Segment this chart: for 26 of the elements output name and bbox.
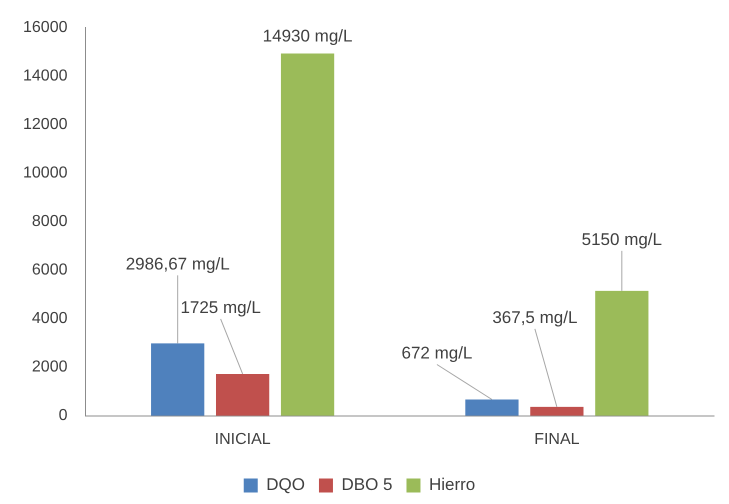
data-label: 2986,67 mg/L (126, 254, 230, 274)
bar (216, 374, 270, 416)
y-tick-label: 12000 (22, 116, 68, 134)
data-label: 367,5 mg/L (492, 308, 578, 328)
bar (151, 343, 204, 416)
bar (530, 406, 584, 416)
y-tick-label: 8000 (32, 213, 68, 230)
legend-label: Hierro (428, 475, 476, 494)
data-label: 672 mg/L (401, 344, 472, 363)
legend-label: DBO 5 (341, 475, 392, 494)
y-tick-label: 2000 (32, 358, 68, 376)
y-tick-label: 10000 (22, 164, 68, 182)
bar (595, 290, 648, 416)
y-tick-label: 0 (58, 407, 68, 424)
x-tick-label: INICIAL (214, 430, 271, 448)
data-label: 1725 mg/L (180, 298, 261, 318)
y-tick-label: 16000 (22, 19, 68, 36)
y-tick-label: 6000 (32, 262, 68, 279)
data-label: 5150 mg/L (582, 230, 662, 250)
legend-label: DQO (266, 475, 305, 494)
data-label: 14930 mg/L (262, 26, 352, 46)
x-tick-label: FINAL (534, 430, 580, 448)
bar (280, 54, 334, 416)
y-tick-label: 14000 (22, 68, 68, 85)
y-tick-label: 4000 (32, 310, 68, 328)
bar (465, 399, 519, 416)
